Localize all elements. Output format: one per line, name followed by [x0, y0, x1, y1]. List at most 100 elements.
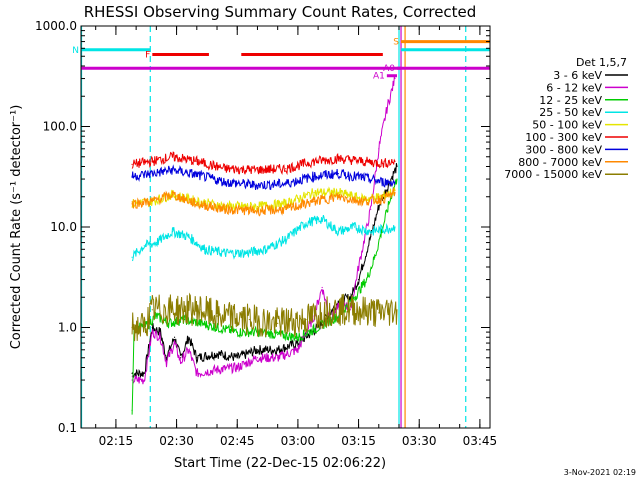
data-point [236, 366, 238, 369]
y-tick-label: 10.0 [50, 220, 77, 234]
data-point [321, 286, 323, 289]
data-point [131, 163, 133, 165]
data-point [151, 172, 153, 175]
data-point [256, 169, 259, 171]
data-point [188, 236, 190, 238]
series-line [131, 76, 396, 385]
data-point [277, 333, 279, 336]
data-point [394, 191, 396, 194]
data-point [216, 315, 218, 317]
data-point [224, 252, 226, 254]
data-point [394, 160, 396, 162]
data-point [378, 148, 380, 150]
data-point [285, 208, 287, 210]
data-point [131, 175, 133, 177]
series-group-6 [131, 164, 396, 191]
data-point [277, 322, 279, 324]
data-point [285, 203, 287, 205]
data-point [337, 191, 339, 194]
data-point [151, 309, 153, 311]
series-group-4 [131, 186, 396, 213]
legend-label: 7000 - 15000 keV [504, 168, 602, 181]
data-point [362, 160, 364, 162]
data-point [180, 361, 182, 363]
data-point [313, 200, 315, 202]
annotation-label: N [72, 46, 79, 56]
x-tick-label: 03:15 [341, 434, 376, 448]
data-point [337, 301, 339, 303]
data-point [349, 309, 352, 311]
series-line [131, 187, 396, 217]
data-point [184, 318, 186, 321]
x-tick-label: 03:45 [463, 434, 498, 448]
data-point [188, 336, 190, 338]
annotation-label: A0 [383, 64, 395, 74]
series-group-5 [131, 151, 396, 176]
data-point [196, 174, 198, 176]
data-point [297, 336, 299, 338]
data-point [285, 238, 287, 241]
data-point [151, 331, 153, 333]
data-point [382, 198, 384, 200]
data-point [131, 326, 133, 329]
x-tick-label: 02:30 [159, 434, 194, 448]
annotation-label: F [145, 51, 150, 61]
data-point [394, 190, 396, 192]
data-point [297, 349, 299, 351]
x-tick-label: 03:30 [402, 434, 437, 448]
data-point [200, 322, 202, 324]
legend-label: 25 - 50 keV [539, 106, 602, 119]
series-line [132, 214, 396, 262]
data-point [188, 349, 190, 351]
y-tick-label: 1.0 [58, 321, 77, 335]
series-group-8 [131, 292, 398, 342]
data-point [313, 191, 315, 194]
annotation-label: A1 [373, 72, 385, 82]
data-point [131, 409, 133, 411]
data-point [362, 200, 364, 202]
y-tick-label: 100.0 [43, 120, 77, 134]
data-point [362, 177, 364, 179]
data-point [155, 315, 157, 317]
annotation-label: S [393, 38, 399, 48]
data-point [171, 169, 174, 171]
legend-label: 100 - 300 keV [525, 131, 602, 144]
y-tick-label: 1000.0 [35, 19, 77, 33]
data-point [396, 165, 398, 168]
legend-label: 300 - 800 keV [525, 143, 602, 156]
data-point [396, 178, 398, 180]
data-point [196, 372, 198, 374]
data-point [165, 361, 168, 363]
data-point [131, 203, 133, 205]
legend-label: 12 - 25 keV [539, 94, 602, 107]
data-point [236, 357, 238, 359]
data-point [337, 157, 339, 160]
data-point [143, 372, 145, 374]
y-axis-label: Corrected Count Rate (s⁻¹ detector⁻¹) [9, 105, 24, 350]
data-point [131, 256, 133, 258]
data-point [386, 108, 388, 110]
data-point [382, 181, 384, 183]
data-point [224, 205, 226, 208]
footer-date: 3-Nov-2021 02:19 [564, 468, 636, 477]
data-point [171, 230, 174, 233]
data-point [353, 296, 356, 298]
data-point [357, 278, 360, 281]
data-point [277, 349, 279, 351]
data-point [337, 196, 339, 198]
data-point [244, 252, 246, 254]
data-point [216, 352, 218, 355]
data-point [159, 336, 162, 338]
data-point [216, 369, 218, 371]
data-point [394, 181, 396, 183]
data-point [200, 309, 202, 311]
data-point [248, 318, 250, 321]
series-group-7 [131, 187, 396, 217]
data-point [204, 248, 206, 250]
series-line [131, 164, 396, 191]
series-line [131, 186, 396, 213]
data-point [216, 326, 218, 329]
data-point [151, 160, 153, 162]
